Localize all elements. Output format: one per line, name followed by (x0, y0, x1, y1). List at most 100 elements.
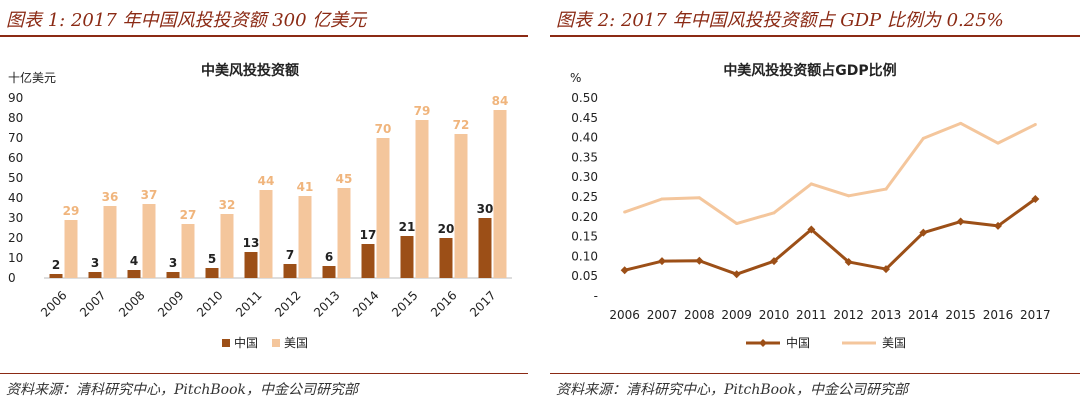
data-label-china-2015: 21 (399, 220, 416, 234)
data-label-us-2012: 41 (297, 180, 314, 194)
point-china-2014 (919, 228, 928, 237)
bar-us-2011 (259, 190, 273, 278)
x-tick-label-2007: 2007 (647, 308, 678, 322)
x-tick-label-2009: 2009 (155, 288, 186, 319)
data-label-china-2013: 6 (325, 250, 333, 264)
bar-china-2006 (49, 274, 63, 278)
data-label-china-2008: 4 (130, 254, 138, 268)
legend-marker-china (759, 339, 767, 347)
data-label-us-2007: 36 (102, 190, 119, 204)
point-us-2015 (959, 121, 963, 125)
bar-china-2008 (127, 270, 141, 278)
point-china-2010 (770, 257, 778, 266)
y-tick-label-v: - (594, 289, 598, 303)
point-china-2007 (658, 257, 666, 266)
point-china-2017 (1031, 194, 1040, 203)
figure-2-line-chart: 中美风投投资额占GDP比例% - 0.05 0.10 0.15 0.20 0.25 0.30 0… (570, 62, 1051, 350)
point-us-2012 (847, 194, 851, 198)
y-tick-label-30: 30 (8, 211, 23, 225)
x-tick-label-2017: 2017 (1020, 308, 1051, 322)
data-label-china-2010: 5 (208, 252, 216, 266)
bar-china-2015 (400, 236, 414, 278)
legend-label-china: 中国 (786, 335, 810, 350)
y-axis-label: 十亿美元 (8, 70, 56, 85)
y-tick-label-60: 60 (8, 151, 23, 165)
bar-us-2015 (415, 120, 429, 278)
x-tick-label-2012: 2012 (272, 288, 303, 319)
point-china-2011 (807, 225, 816, 234)
figure-1-caption: 图表 1: 2017 年中国风投投资额 300 亿美元 (6, 10, 367, 31)
legend-swatch-us (272, 339, 280, 347)
bar-us-2012 (298, 196, 312, 278)
x-tick-label-2016: 2016 (428, 288, 459, 319)
data-label-us-2008: 37 (141, 188, 158, 202)
series-line-china (624, 197, 1037, 276)
y-axis-label: % (570, 71, 581, 85)
point-us-2013 (884, 187, 888, 191)
figure-1-bottom-rule (0, 373, 528, 374)
legend-label-us: 美国 (284, 336, 308, 350)
bar-us-2008 (142, 204, 156, 278)
bar-us-2010 (220, 214, 234, 278)
y-tick-label-20: 20 (8, 231, 23, 245)
point-china-2013 (882, 265, 890, 274)
x-tick-label-2010: 2010 (759, 308, 790, 322)
y-tick-label-90: 90 (8, 91, 23, 105)
data-label-us-2015: 79 (414, 104, 431, 118)
point-china-2016 (994, 221, 1002, 230)
x-tick-label-2008: 2008 (684, 308, 715, 322)
y-tick-label-0-50: 0.50 (571, 91, 598, 105)
point-us-2017 (1033, 123, 1037, 127)
point-us-2007 (660, 197, 664, 201)
point-us-2006 (623, 210, 627, 214)
figure-2-top-rule (550, 35, 1080, 37)
point-china-2012 (844, 257, 853, 266)
bar-china-2017 (478, 218, 492, 278)
bar-us-2006 (64, 220, 78, 278)
y-tick-label-0-05: 0.05 (571, 269, 598, 283)
series-line-us (624, 121, 1037, 226)
bar-us-2013 (337, 188, 351, 278)
legend-swatch-china (222, 339, 230, 347)
data-label-us-2017: 84 (492, 94, 509, 108)
x-tick-label-2009: 2009 (721, 308, 752, 322)
x-tick-label-2017: 2017 (467, 288, 498, 319)
data-label-us-2013: 45 (336, 172, 353, 186)
data-label-china-2009: 3 (169, 256, 177, 270)
y-tick-label-70: 70 (8, 131, 23, 145)
y-tick-label-0-15: 0.15 (571, 230, 598, 244)
bar-us-2016 (454, 134, 468, 278)
y-tick-label-0-20: 0.20 (571, 210, 598, 224)
point-us-2009 (735, 222, 739, 226)
figure-1-source: 资料来源：清科研究中心，PitchBook，中金公司研究部 (6, 382, 359, 398)
data-label-china-2017: 30 (477, 202, 494, 216)
x-tick-label-2013: 2013 (311, 288, 342, 319)
y-tick-label-0-10: 0.10 (571, 249, 598, 263)
point-china-2015 (956, 217, 965, 226)
bar-china-2007 (88, 272, 102, 278)
x-tick-label-2012: 2012 (833, 308, 864, 322)
figure-1-bar-chart: 中美风投投资额十亿美元01020304050607080902292006336… (8, 62, 512, 350)
x-tick-label-2010: 2010 (194, 288, 225, 319)
point-us-2011 (809, 182, 813, 186)
x-tick-label-2006: 2006 (609, 308, 640, 322)
point-china-2009 (732, 270, 741, 279)
data-label-us-2014: 70 (375, 122, 392, 136)
chart-title: 中美风投投资额 (201, 62, 299, 79)
point-china-2008 (695, 256, 704, 265)
x-tick-label-2014: 2014 (350, 288, 381, 319)
y-tick-label-0-45: 0.45 (571, 111, 598, 125)
y-tick-label-0: 0 (8, 271, 16, 285)
data-label-china-2012: 7 (286, 248, 294, 262)
x-tick-label-2016: 2016 (983, 308, 1014, 322)
bar-china-2012 (283, 264, 297, 278)
data-label-china-2014: 17 (360, 228, 377, 242)
data-label-china-2011: 13 (243, 236, 260, 250)
y-tick-label-0-40: 0.40 (571, 131, 598, 145)
figure-2-caption: 图表 2: 2017 年中国风投投资额占 GDP 比例为 0.25% (556, 10, 1004, 31)
data-label-us-2016: 72 (453, 118, 470, 132)
x-tick-label-2006: 2006 (38, 288, 69, 319)
y-tick-label-0-35: 0.35 (571, 150, 598, 164)
data-label-china-2007: 3 (91, 256, 99, 270)
data-label-china-2006: 2 (52, 258, 60, 272)
